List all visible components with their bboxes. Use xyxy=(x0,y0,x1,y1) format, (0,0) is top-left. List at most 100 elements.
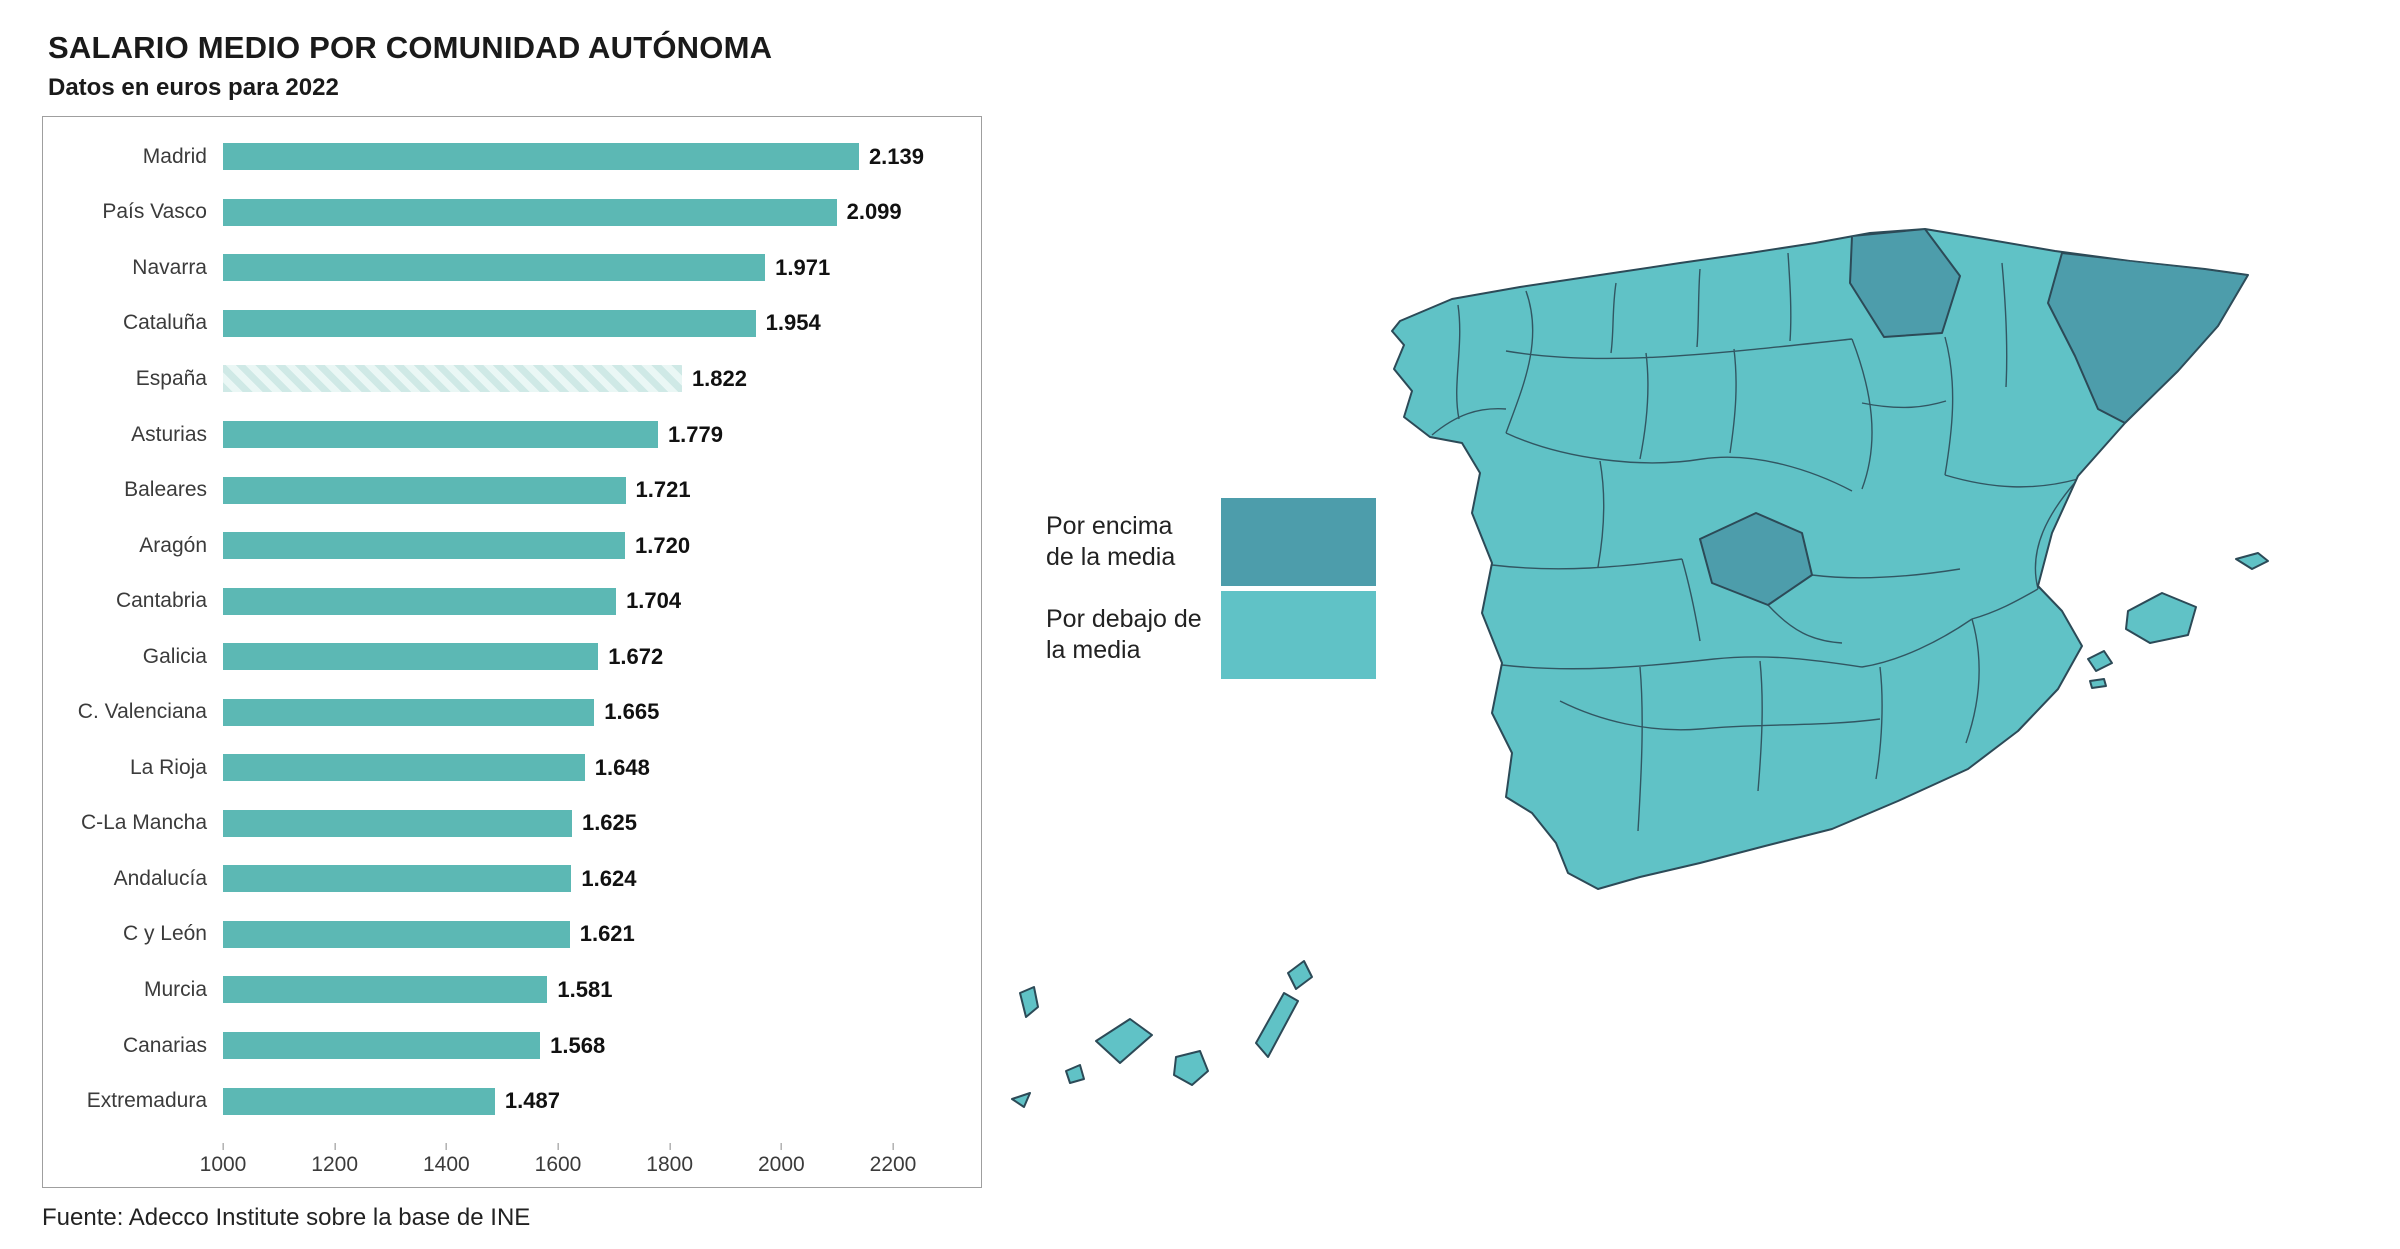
bar-row: Asturias 1.779 xyxy=(57,420,971,450)
bar-row: C. Valenciana 1.665 xyxy=(57,697,971,727)
bar xyxy=(223,809,572,837)
bar xyxy=(223,254,766,282)
bar-track: 1.721 xyxy=(223,476,893,504)
bar-track: 1.487 xyxy=(223,1087,893,1115)
bar-row: C-La Mancha 1.625 xyxy=(57,808,971,838)
bar xyxy=(223,198,837,226)
bar-row: Navarra 1.971 xyxy=(57,253,971,283)
category-label: País Vasco xyxy=(102,200,207,224)
spain-map xyxy=(1011,228,2269,1108)
bar-row: Baleares 1.721 xyxy=(57,475,971,505)
category-label: Aragón xyxy=(139,533,207,557)
bar-row: Murcia 1.581 xyxy=(57,975,971,1005)
highlight-bar xyxy=(223,365,682,393)
bar xyxy=(223,476,626,504)
value-label: 1.721 xyxy=(635,477,691,503)
category-label: C y León xyxy=(122,922,207,946)
category-label: Murcia xyxy=(143,977,207,1001)
bar-track: 1.648 xyxy=(223,754,893,782)
value-label: 1.487 xyxy=(504,1088,560,1114)
map-legend: Por encima de la media Por debajo de la … xyxy=(1046,498,1376,679)
bar-rows: Madrid 2.139 País Vasco 2.099 Navarra 1.971 Ca… xyxy=(57,129,971,1129)
bar-row: La Rioja 1.648 xyxy=(57,753,971,783)
bar xyxy=(223,1032,541,1060)
category-label: Extremadura xyxy=(86,1089,207,1113)
category-label: Navarra xyxy=(132,255,207,279)
bar xyxy=(223,1087,495,1115)
region-madrid xyxy=(1699,512,1813,606)
source-note: Fuente: Adecco Institute sobre la base d… xyxy=(42,1204,531,1231)
value-label: 1.648 xyxy=(594,754,650,780)
bar-track: 1.625 xyxy=(223,809,893,837)
x-tick: 2000 xyxy=(758,1143,805,1177)
bar-track: 1.665 xyxy=(223,698,893,726)
bar-row: Cataluña 1.954 xyxy=(57,308,971,338)
category-label: Cataluña xyxy=(122,311,207,335)
bar-track: 1.621 xyxy=(223,920,893,948)
value-label: 2.099 xyxy=(846,199,902,225)
category-label: Canarias xyxy=(122,1033,207,1057)
legend-item-above: Por encima de la media xyxy=(1046,498,1376,586)
bar-track: 1.971 xyxy=(223,254,893,282)
bar-track: 1.954 xyxy=(223,309,893,337)
bar-track: 1.624 xyxy=(223,865,893,893)
x-tick: 2200 xyxy=(870,1143,916,1177)
region-navarra-pais-vasco xyxy=(1849,229,1961,338)
x-tick: 1800 xyxy=(646,1143,693,1177)
value-label: 1.624 xyxy=(581,865,637,891)
bar-track: 1.704 xyxy=(223,587,893,615)
x-tick: 1200 xyxy=(311,1143,358,1177)
bar-track: 1.672 xyxy=(223,643,893,671)
bar xyxy=(223,920,570,948)
bar xyxy=(223,865,572,893)
legend-swatch-above xyxy=(1221,498,1376,586)
map-area: Por encima de la media Por debajo de la … xyxy=(1000,140,2390,1202)
balearic-islands xyxy=(2087,552,2269,689)
page-subtitle: Datos en euros para 2022 xyxy=(48,74,339,101)
x-tick: 1000 xyxy=(200,1143,246,1177)
bar xyxy=(223,976,548,1004)
value-label: 1.822 xyxy=(691,365,747,391)
value-label: 1.704 xyxy=(626,588,682,614)
value-label: 1.779 xyxy=(667,421,723,447)
bar-row: Canarias 1.568 xyxy=(57,1031,971,1061)
x-axis: 1000 1200 1400 1600 1800 2000 2200 xyxy=(200,1143,916,1181)
value-label: 1.971 xyxy=(775,254,831,280)
bar-row: C y León 1.621 xyxy=(57,919,971,949)
bar-row: Galicia 1.672 xyxy=(57,642,971,672)
bar xyxy=(223,698,595,726)
value-label: 1.621 xyxy=(579,921,635,947)
bar-chart-panel: Madrid 2.139 País Vasco 2.099 Navarra 1.971 Ca… xyxy=(42,116,982,1188)
value-label: 1.568 xyxy=(550,1032,606,1058)
legend-swatch-below xyxy=(1221,591,1376,679)
bar xyxy=(223,143,859,171)
value-label: 1.625 xyxy=(581,810,638,836)
bar-track: 2.099 xyxy=(223,198,902,226)
bar-track: 1.779 xyxy=(223,421,893,448)
page-title: SALARIO MEDIO POR COMUNIDAD AUTÓNOMA xyxy=(48,30,773,65)
legend-item-below: Por debajo de la media xyxy=(1046,591,1376,679)
value-label: 1.672 xyxy=(608,643,664,669)
bar-track: 1.581 xyxy=(223,976,893,1004)
x-tick: 1400 xyxy=(423,1143,470,1177)
bar xyxy=(223,643,599,671)
value-label: 2.139 xyxy=(868,143,924,169)
bar xyxy=(223,754,585,782)
bar xyxy=(223,309,756,337)
bar-row: Andalucía 1.624 xyxy=(57,864,971,894)
bar-row: Madrid 2.139 xyxy=(57,142,971,172)
category-label: Baleares xyxy=(124,478,207,502)
category-label: C. Valenciana xyxy=(77,700,207,724)
bar-track: 1.822 xyxy=(223,365,893,393)
category-label: Galicia xyxy=(142,644,207,668)
value-label: 1.720 xyxy=(635,532,691,558)
bar-row: España 1.822 xyxy=(57,364,971,394)
value-label: 1.581 xyxy=(557,976,613,1002)
canary-islands xyxy=(1011,960,1313,1108)
bar-track: 1.568 xyxy=(223,1032,893,1060)
bar-track: 1.720 xyxy=(223,532,893,560)
bar xyxy=(223,587,617,615)
legend-label-below: Por debajo de la media xyxy=(1046,604,1202,664)
category-label: Cantabria xyxy=(115,589,207,613)
category-label: Madrid xyxy=(142,144,207,168)
